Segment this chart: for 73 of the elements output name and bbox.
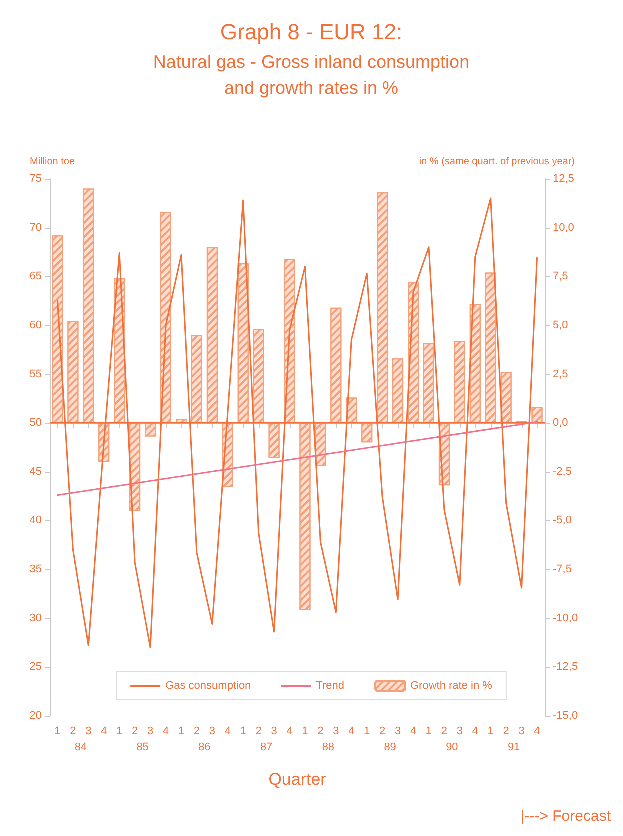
- y-tick-label: 40: [30, 514, 42, 527]
- x-tick-label: 3: [271, 726, 278, 738]
- y-tick-label: 35: [30, 564, 42, 576]
- y2-axis-title: in % (same quart. of previous year): [419, 156, 575, 168]
- x-tick-label: 1: [54, 726, 61, 738]
- y2-tick-label: 10,0: [553, 222, 574, 234]
- y2-tick-label: -2,5: [553, 466, 572, 478]
- y2-tick-label: -15,0: [553, 710, 578, 722]
- y-tick-label: 20: [30, 710, 42, 722]
- y2-tick-label: -10,0: [553, 612, 578, 624]
- x-tick-label: 1: [178, 726, 185, 738]
- x-tick-label: 2: [132, 726, 138, 738]
- x-tick-label: 4: [162, 726, 170, 738]
- x-tick-label: 1: [302, 726, 308, 738]
- x-tick-label: 1: [426, 726, 432, 738]
- x-tick-label: 4: [224, 726, 231, 738]
- x-tick-label: 1: [116, 726, 123, 738]
- y-tick-label: 50: [30, 417, 42, 430]
- x-tick-label: 4: [410, 726, 417, 738]
- x-tick-label: 3: [147, 726, 154, 738]
- text: 87: [260, 742, 273, 754]
- x-tick-label: 4: [348, 726, 355, 738]
- chart-subtitle: Natural gas - Gross inland consumption and growth rates in %: [153, 52, 470, 98]
- x-tick-label: 4: [472, 726, 478, 738]
- x-tick-label: 4: [534, 726, 540, 738]
- y-tick-label: 65: [30, 270, 42, 283]
- x-tick-label: 2: [70, 726, 76, 738]
- y-tick-label: 55: [30, 368, 42, 380]
- y2-tick-label: 0,0: [553, 417, 568, 430]
- x-tick-label: 4: [101, 726, 108, 738]
- x-tick-label: 3: [394, 726, 402, 738]
- text: 91: [508, 742, 520, 754]
- x-tick-label: 3: [333, 726, 340, 738]
- text: 90: [446, 742, 458, 754]
- y-tick-label: 75: [30, 173, 42, 185]
- x-tick-label: 2: [503, 726, 510, 738]
- x-tick-label: 3: [518, 726, 525, 738]
- text: 88: [322, 742, 335, 754]
- x-tick-label: 2: [318, 726, 324, 738]
- y2-tick-label: 5,0: [553, 319, 568, 332]
- y-tick-label: 60: [30, 319, 42, 332]
- y-tick-label: 30: [30, 612, 42, 624]
- text: 84: [74, 742, 88, 754]
- y-tick-label: 25: [30, 661, 42, 674]
- y2-tick-label: -7,5: [553, 564, 572, 576]
- x-tick-label: 3: [86, 726, 92, 738]
- x-tick-label: 4: [286, 726, 293, 738]
- x-tick-label: 2: [256, 726, 262, 738]
- text: 85: [136, 742, 149, 754]
- y-tick-label: 70: [30, 222, 42, 234]
- x-tick-label: 1: [240, 726, 246, 738]
- y2-tick-label: 2,5: [553, 368, 568, 380]
- x-tick-label: 3: [209, 726, 216, 738]
- text: |---> Forecast: [520, 808, 612, 825]
- x-tick-label: 1: [364, 726, 370, 738]
- x-tick-label: 1: [488, 726, 494, 738]
- y-tick-label: 45: [30, 466, 42, 478]
- x-tick-label: 2: [194, 726, 200, 738]
- y-axis-title: Million toe: [30, 156, 76, 168]
- chart-title: Graph 8 - EUR 12:: [220, 20, 403, 44]
- x-tick-label: 3: [456, 726, 463, 738]
- legend-label: Trend: [316, 680, 345, 692]
- text: 89: [384, 742, 396, 754]
- legend-label: Gas consumption: [166, 680, 252, 692]
- y2-tick-label: -5,0: [553, 514, 572, 527]
- text: 86: [198, 742, 211, 754]
- y2-tick-label: -12,5: [553, 661, 578, 674]
- x-tick-label: 2: [380, 726, 386, 738]
- y2-tick-label: 12,5: [553, 173, 574, 185]
- x-tick-label: 2: [441, 726, 448, 738]
- y2-tick-label: 7,5: [553, 270, 568, 283]
- legend-label: Growth rate in %: [410, 680, 493, 692]
- x-axis-title: Quarter: [268, 770, 327, 789]
